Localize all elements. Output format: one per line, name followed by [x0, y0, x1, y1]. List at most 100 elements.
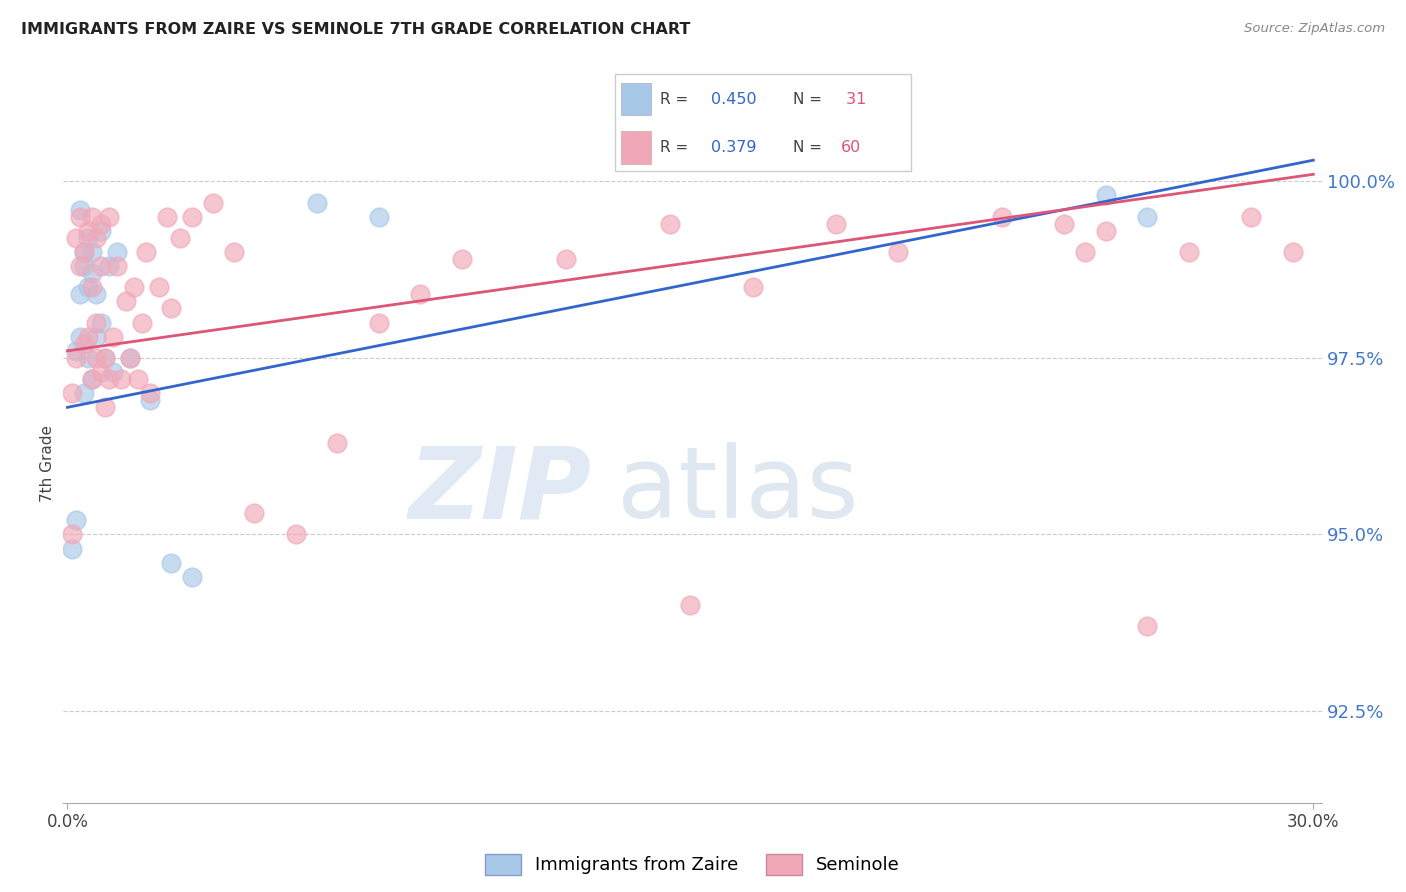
Point — [82, 372, 104, 386]
Point — [82, 210, 104, 224]
Point — [105, 259, 128, 273]
Point — [82, 266, 104, 280]
Point — [160, 301, 183, 316]
Point — [110, 372, 132, 386]
Point — [156, 210, 179, 224]
Point — [131, 316, 153, 330]
Text: R =: R = — [659, 140, 688, 155]
Point — [65, 343, 87, 358]
Point — [73, 244, 96, 259]
Point — [451, 252, 474, 266]
Point — [69, 202, 91, 217]
Point — [73, 386, 96, 401]
Text: N =: N = — [793, 140, 823, 155]
Point — [94, 351, 117, 365]
Point — [77, 280, 100, 294]
Point — [1053, 217, 1076, 231]
Point — [122, 280, 145, 294]
Point — [90, 316, 112, 330]
Point — [69, 259, 91, 273]
Y-axis label: 7th Grade: 7th Grade — [39, 425, 55, 502]
Point — [65, 351, 87, 365]
Point — [90, 365, 112, 379]
Point — [60, 527, 83, 541]
Point — [222, 244, 245, 259]
Point — [243, 506, 266, 520]
Point — [887, 244, 910, 259]
FancyBboxPatch shape — [620, 83, 651, 115]
Point — [284, 527, 307, 541]
Point — [658, 217, 681, 231]
Text: 0.450: 0.450 — [711, 92, 756, 106]
Point — [77, 330, 100, 344]
Point — [135, 244, 157, 259]
Point — [90, 217, 112, 231]
Point — [60, 386, 83, 401]
Point — [554, 252, 576, 266]
Point — [118, 351, 141, 365]
Point — [77, 351, 100, 365]
Point — [1136, 210, 1159, 224]
Point — [60, 541, 83, 556]
Point — [65, 231, 87, 245]
Point — [305, 195, 328, 210]
Point — [991, 210, 1014, 224]
Point — [367, 316, 389, 330]
Point — [77, 231, 100, 245]
Point — [101, 365, 124, 379]
Text: 60: 60 — [841, 140, 862, 155]
Point — [97, 259, 120, 273]
Point — [1240, 210, 1263, 224]
FancyBboxPatch shape — [614, 74, 911, 171]
Text: atlas: atlas — [617, 442, 859, 540]
Point — [86, 316, 108, 330]
Point — [105, 244, 128, 259]
Point — [367, 210, 389, 224]
Point — [824, 217, 846, 231]
Point — [97, 210, 120, 224]
Point — [160, 556, 183, 570]
Point — [679, 598, 702, 612]
Point — [127, 372, 149, 386]
Point — [97, 372, 120, 386]
Text: ZIP: ZIP — [409, 442, 592, 540]
Point — [69, 330, 91, 344]
Point — [82, 280, 104, 294]
Text: Source: ZipAtlas.com: Source: ZipAtlas.com — [1244, 22, 1385, 36]
Point — [148, 280, 170, 294]
Point — [90, 224, 112, 238]
Point — [69, 210, 91, 224]
Point — [82, 244, 104, 259]
Point — [1177, 244, 1199, 259]
Point — [86, 287, 108, 301]
Point — [94, 351, 117, 365]
Point — [181, 570, 204, 584]
Text: N =: N = — [793, 92, 823, 106]
Point — [69, 287, 91, 301]
Point — [118, 351, 141, 365]
Point — [82, 372, 104, 386]
Point — [77, 224, 100, 238]
Point — [86, 330, 108, 344]
Point — [73, 244, 96, 259]
Text: 0.379: 0.379 — [711, 140, 756, 155]
Point — [86, 231, 108, 245]
Point — [73, 336, 96, 351]
Point — [181, 210, 204, 224]
Point — [741, 280, 763, 294]
FancyBboxPatch shape — [620, 131, 651, 163]
Point — [114, 294, 136, 309]
Point — [65, 513, 87, 527]
Point — [1281, 244, 1303, 259]
Point — [139, 393, 162, 408]
Point — [139, 386, 162, 401]
Point — [101, 330, 124, 344]
Text: 31: 31 — [841, 92, 866, 106]
Point — [1094, 188, 1116, 202]
Text: R =: R = — [659, 92, 688, 106]
Point — [1094, 224, 1116, 238]
Point — [73, 259, 96, 273]
Point — [1074, 244, 1097, 259]
Point — [169, 231, 191, 245]
Point — [201, 195, 224, 210]
